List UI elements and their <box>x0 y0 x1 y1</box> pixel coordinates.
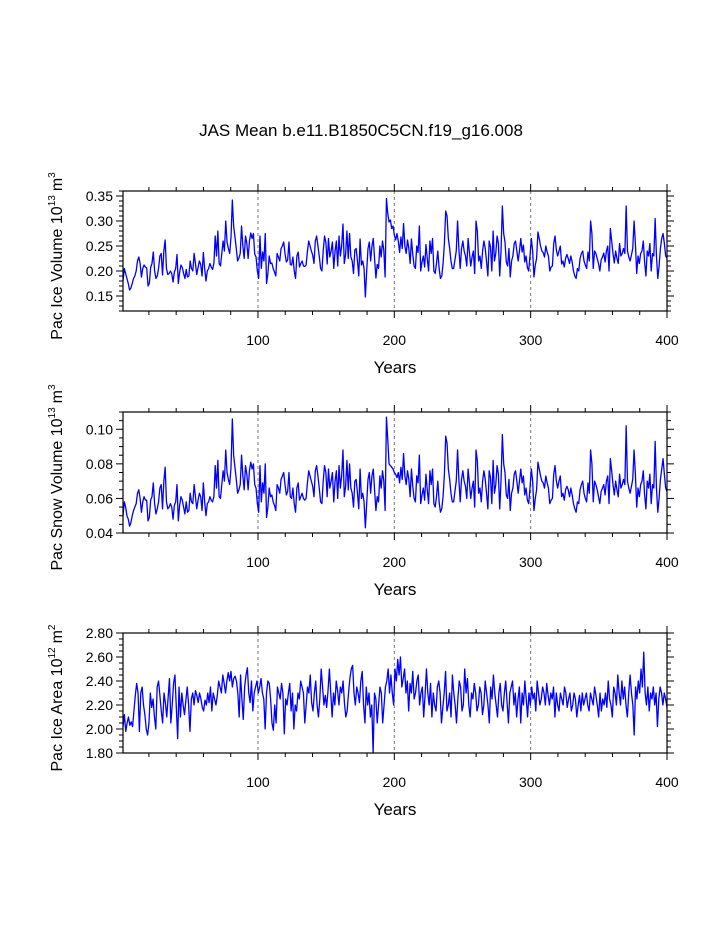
ylabel-snow-volume: Pac Snow Volume 1013m3 <box>47 384 66 571</box>
ylabel-ice-volume: Pac Ice Volume 1013m3 <box>47 172 66 340</box>
ice-volume-xtick-label-400: 400 <box>655 332 679 348</box>
ice-area-xtick-label-300: 300 <box>519 774 543 790</box>
ice-area-ytick-label-3: 2.40 <box>86 673 113 689</box>
snow-volume-xtick-label-200: 200 <box>383 554 407 570</box>
ice-area-plot-frame <box>122 632 668 754</box>
ice-volume-ytick-label-1: 0.20 <box>86 263 113 279</box>
snow-volume-ytick-label-3: 0.10 <box>86 421 113 437</box>
snow-volume-xtick-label-400: 400 <box>655 554 679 570</box>
ice-volume-plot-frame <box>122 190 668 312</box>
ice-area-xtick-label-100: 100 <box>246 774 270 790</box>
panel-ice-volume: Pac Ice Volume 1013m3 Years 100 200 300 400… <box>47 172 679 377</box>
ice-volume-series-line <box>122 197 668 298</box>
ice-volume-ytick-label-2: 0.25 <box>86 238 113 254</box>
ice-area-ytick-label-0: 1.80 <box>86 745 113 761</box>
xlabel-ice-area: Years <box>374 800 417 819</box>
panel-ice-area: Pac Ice Area 1012m2 Years 100 200 300 400 1.… <box>47 624 679 819</box>
ylabel-ice-area: Pac Ice Area 1012m2 <box>47 624 66 771</box>
ice-area-series-line <box>122 651 668 754</box>
ice-volume-xtick-label-100: 100 <box>246 332 270 348</box>
ice-area-ytick-label-5: 2.80 <box>86 625 113 641</box>
chart-title: JAS Mean b.e11.B1850C5CN.f19_g16.008 <box>199 121 523 140</box>
snow-volume-ytick-label-0: 0.04 <box>86 525 113 541</box>
xlabel-ice-volume: Years <box>374 358 417 377</box>
ice-area-xtick-label-400: 400 <box>655 774 679 790</box>
snow-volume-xtick-label-300: 300 <box>519 554 543 570</box>
snow-volume-series-line <box>122 416 668 529</box>
snow-volume-xtick-label-100: 100 <box>246 554 270 570</box>
ice-area-xtick-label-200: 200 <box>383 774 407 790</box>
ice-volume-ytick-label-3: 0.30 <box>86 213 113 229</box>
xlabel-snow-volume: Years <box>374 580 417 599</box>
ice-volume-ytick-label-0: 0.15 <box>86 288 113 304</box>
ice-volume-xtick-label-300: 300 <box>519 332 543 348</box>
ice-volume-xtick-label-200: 200 <box>383 332 407 348</box>
ice-area-ytick-label-1: 2.00 <box>86 721 113 737</box>
panel-snow-volume: Pac Snow Volume 1013m3 Years 100 200 300 40… <box>47 384 679 599</box>
ice-volume-ytick-label-4: 0.35 <box>86 188 113 204</box>
ice-area-ytick-label-4: 2.60 <box>86 649 113 665</box>
snow-volume-ytick-label-1: 0.06 <box>86 490 113 506</box>
ice-area-ytick-label-2: 2.20 <box>86 697 113 713</box>
snow-volume-ytick-label-2: 0.08 <box>86 456 113 472</box>
